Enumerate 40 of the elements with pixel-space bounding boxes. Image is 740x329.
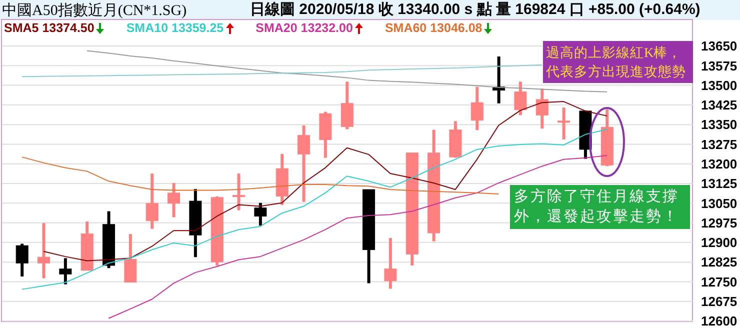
candlestick bbox=[232, 174, 246, 210]
candlestick bbox=[168, 182, 180, 218]
y-tick-label: 13500 bbox=[701, 78, 738, 93]
line-series bbox=[21, 64, 542, 78]
text: SMA60 13046.08 bbox=[384, 21, 484, 35]
y-tick-label: 13425 bbox=[701, 98, 738, 113]
chart-subtitle: 日線圖 2020/05/18 收 13340.00 s 點 量 169824 口 +85.00 (+0.64%) bbox=[250, 0, 700, 19]
y-tick-label: 13650 bbox=[701, 38, 738, 54]
candlestick bbox=[59, 258, 72, 284]
y-tick-label: 13200 bbox=[701, 156, 738, 172]
candlestick bbox=[514, 82, 527, 116]
chart-title: 中國A50指數近月(CN*1.SG) bbox=[2, 2, 187, 20]
candlestick bbox=[16, 244, 28, 276]
candlestick bbox=[146, 174, 158, 229]
y-tick-label: 12825 bbox=[701, 254, 738, 270]
y-tick-label: 12975 bbox=[701, 215, 738, 230]
y-tick-label: 13575 bbox=[701, 58, 738, 74]
y-tick-label: 12900 bbox=[701, 235, 738, 250]
y-tick-label: 12675 bbox=[701, 294, 738, 309]
text: SMA5 13374.50 bbox=[4, 21, 96, 35]
annotation: 過高的上影線紅K棒，代表多方出現進攻態勢 bbox=[543, 41, 693, 83]
y-tick-label: 13350 bbox=[701, 117, 738, 132]
candlestick bbox=[384, 238, 397, 289]
candlestick bbox=[470, 86, 484, 130]
candlestick bbox=[124, 234, 137, 282]
candlestick bbox=[38, 223, 50, 278]
candlestick bbox=[340, 82, 354, 130]
candlestick bbox=[298, 125, 310, 202]
text: SMA10 13359.25 bbox=[126, 21, 225, 35]
line-series bbox=[21, 156, 500, 194]
y-tick-label: 13125 bbox=[701, 176, 738, 192]
text: SMA20 13232.00 bbox=[256, 21, 354, 35]
y-tick-label: 13275 bbox=[701, 136, 738, 152]
annotation: 多方除了守住月線支撐外，還發起攻擊走勢！ bbox=[510, 185, 690, 229]
y-tick-label: 13050 bbox=[701, 196, 738, 211]
candlestick bbox=[558, 108, 570, 140]
candlestick bbox=[536, 88, 548, 128]
y-tick-label: 12750 bbox=[701, 274, 738, 290]
y-tick-label: 12600 bbox=[701, 314, 738, 329]
candlestick bbox=[254, 202, 267, 226]
